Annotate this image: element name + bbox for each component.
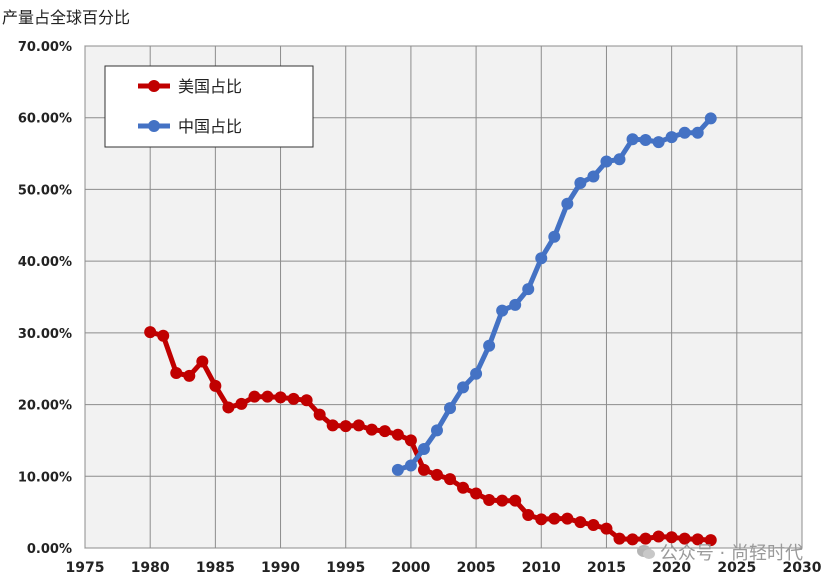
y-tick-label: 40.00% xyxy=(18,255,72,270)
x-tick-label: 2005 xyxy=(457,560,496,576)
data-point-0 xyxy=(352,419,365,432)
data-point-0 xyxy=(248,390,261,403)
data-point-1 xyxy=(574,176,587,189)
data-point-1 xyxy=(391,463,404,476)
data-point-1 xyxy=(483,339,496,352)
data-point-0 xyxy=(235,397,248,410)
x-tick-label: 2025 xyxy=(717,560,756,576)
data-point-0 xyxy=(170,367,183,380)
y-tick-label: 70.00% xyxy=(18,40,72,55)
data-point-0 xyxy=(313,408,326,421)
x-tick-label: 2000 xyxy=(391,560,430,576)
x-tick-label: 2015 xyxy=(587,560,626,576)
data-point-0 xyxy=(404,434,417,447)
y-tick-label: 0.00% xyxy=(27,542,72,557)
y-tick-label: 10.00% xyxy=(18,470,72,485)
data-point-0 xyxy=(378,425,391,438)
data-point-1 xyxy=(535,252,548,265)
data-point-0 xyxy=(274,391,287,404)
x-tick-label: 2020 xyxy=(652,560,691,576)
data-point-0 xyxy=(561,512,574,525)
data-point-0 xyxy=(522,509,535,522)
data-point-0 xyxy=(430,468,443,481)
data-point-0 xyxy=(391,428,404,441)
data-point-0 xyxy=(639,532,652,545)
data-point-1 xyxy=(548,230,561,243)
legend-label-0: 美国占比 xyxy=(178,77,242,96)
legend-marker-1 xyxy=(148,120,160,132)
data-point-0 xyxy=(222,401,235,414)
data-point-1 xyxy=(704,112,717,125)
legend-marker-0 xyxy=(148,80,160,92)
data-point-1 xyxy=(457,381,470,394)
data-point-0 xyxy=(444,473,457,486)
y-axis-title: 产量占全球百分比 xyxy=(2,8,131,27)
data-point-0 xyxy=(183,369,196,382)
data-point-0 xyxy=(691,533,704,546)
data-point-0 xyxy=(157,329,170,342)
data-point-0 xyxy=(287,392,300,405)
data-point-0 xyxy=(457,481,470,494)
data-point-0 xyxy=(365,423,378,436)
watermark-text: 公众号 · 尚轻时代 xyxy=(659,543,803,564)
y-tick-label: 30.00% xyxy=(18,327,72,342)
data-point-0 xyxy=(209,379,222,392)
legend-label-1: 中国占比 xyxy=(178,117,242,136)
data-point-0 xyxy=(261,390,274,403)
data-point-1 xyxy=(652,136,665,149)
x-tick-label: 1995 xyxy=(326,560,365,576)
data-point-1 xyxy=(404,459,417,472)
data-point-0 xyxy=(678,532,691,545)
data-point-1 xyxy=(691,126,704,139)
data-point-1 xyxy=(639,133,652,146)
data-point-1 xyxy=(496,304,509,317)
y-tick-label: 20.00% xyxy=(18,399,72,414)
data-point-0 xyxy=(496,494,509,507)
data-point-1 xyxy=(522,283,535,296)
data-point-1 xyxy=(444,402,457,415)
legend-box xyxy=(104,65,314,148)
data-point-1 xyxy=(600,155,613,168)
data-point-1 xyxy=(417,443,430,456)
x-tick-label: 1980 xyxy=(131,560,170,576)
data-point-0 xyxy=(548,512,561,525)
data-point-1 xyxy=(665,131,678,144)
x-tick-label: 1990 xyxy=(261,560,300,576)
data-point-0 xyxy=(470,487,483,500)
data-point-1 xyxy=(470,367,483,380)
data-point-0 xyxy=(652,530,665,543)
data-point-0 xyxy=(613,532,626,545)
y-tick-label: 60.00% xyxy=(18,112,72,127)
x-tick-label: 2030 xyxy=(783,560,822,576)
data-point-0 xyxy=(704,534,717,547)
y-tick-label: 50.00% xyxy=(18,183,72,198)
data-point-0 xyxy=(574,516,587,529)
data-point-0 xyxy=(326,419,339,432)
x-tick-label: 2010 xyxy=(522,560,561,576)
data-point-0 xyxy=(600,522,613,535)
data-point-0 xyxy=(665,531,678,544)
data-point-0 xyxy=(300,394,313,407)
data-point-1 xyxy=(613,153,626,166)
x-tick-label: 1985 xyxy=(196,560,235,576)
wechat-icon xyxy=(636,545,655,559)
data-point-1 xyxy=(561,197,574,210)
data-point-1 xyxy=(626,133,639,146)
data-point-0 xyxy=(626,533,639,546)
data-point-1 xyxy=(587,170,600,183)
data-point-1 xyxy=(509,298,522,311)
x-tick-label: 1975 xyxy=(66,560,105,576)
data-point-1 xyxy=(678,126,691,139)
data-point-0 xyxy=(417,463,430,476)
data-point-0 xyxy=(587,519,600,532)
data-point-1 xyxy=(430,424,443,437)
data-point-0 xyxy=(509,494,522,507)
data-point-0 xyxy=(196,355,209,368)
data-point-0 xyxy=(339,420,352,433)
data-point-0 xyxy=(483,493,496,506)
data-point-0 xyxy=(144,326,157,339)
watermark: 公众号 · 尚轻时代 xyxy=(636,539,803,565)
data-point-0 xyxy=(535,513,548,526)
